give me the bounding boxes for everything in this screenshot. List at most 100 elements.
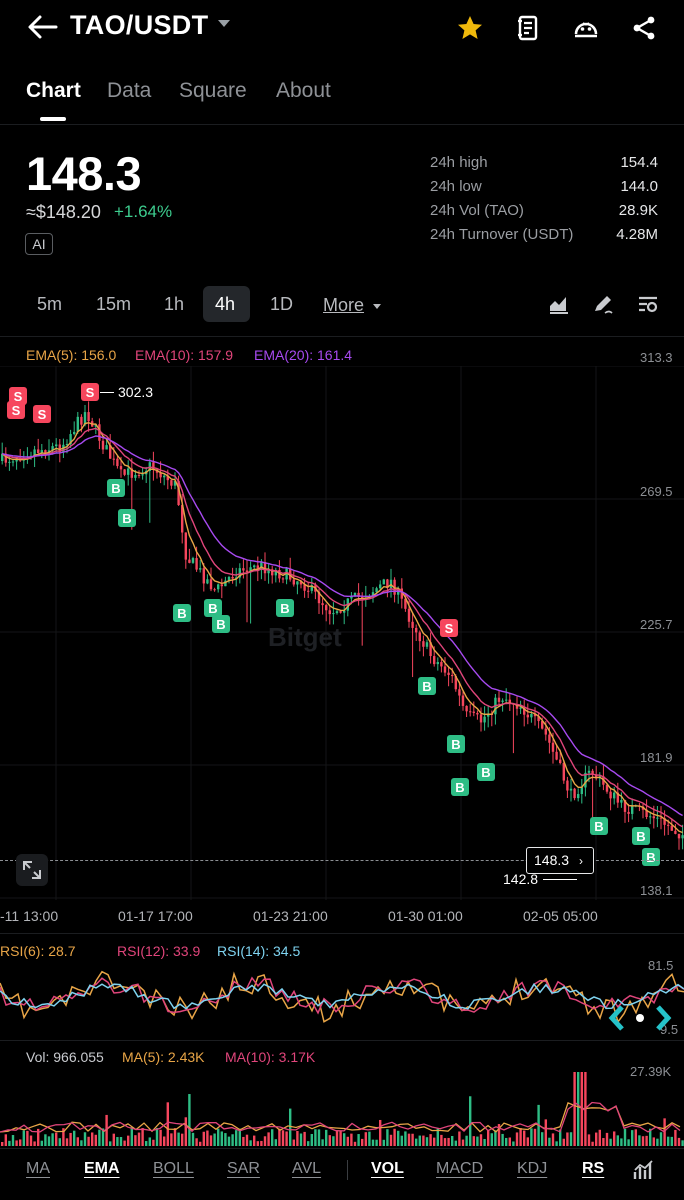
timeframe-1h[interactable]: 1h xyxy=(164,294,185,314)
chevron-down-icon[interactable] xyxy=(218,20,230,27)
candle-body xyxy=(231,576,234,579)
candle-body xyxy=(65,444,69,446)
volume-bar xyxy=(454,1140,457,1146)
candle-body xyxy=(94,424,97,427)
candle-body xyxy=(4,453,7,463)
tab-data[interactable]: Data xyxy=(107,79,152,102)
ai-badge[interactable]: AI xyxy=(25,233,53,255)
indicator-ma[interactable]: MA xyxy=(26,1160,50,1177)
timeframe-more[interactable]: More xyxy=(323,295,365,315)
candle-body xyxy=(508,699,511,704)
candle-body xyxy=(375,588,378,593)
indicator-macd[interactable]: MACD xyxy=(436,1160,484,1177)
volume-bar xyxy=(29,1135,33,1146)
candle-body xyxy=(73,431,76,435)
volume-bar xyxy=(541,1132,544,1146)
watermark-text: Bitget xyxy=(268,622,342,652)
volume-bar xyxy=(253,1135,256,1146)
timeframe-15m[interactable]: 15m xyxy=(96,294,132,314)
volume-bar xyxy=(616,1135,619,1146)
volume-bar xyxy=(641,1136,645,1146)
fullscreen-button[interactable] xyxy=(16,854,48,886)
indicator-sar[interactable]: SAR xyxy=(227,1160,260,1177)
volume-bar xyxy=(69,1132,72,1146)
candle-body xyxy=(307,590,310,592)
chevron-down-icon[interactable] xyxy=(373,304,381,309)
candle-body xyxy=(447,672,450,675)
indicator-rsi[interactable]: RS xyxy=(582,1160,605,1177)
timeframe-1d[interactable]: 1D xyxy=(270,294,294,314)
volume-bar xyxy=(101,1128,105,1146)
candle-body xyxy=(548,734,551,743)
volume-bar xyxy=(451,1135,454,1146)
candle-body xyxy=(253,565,256,568)
volume-bar xyxy=(199,1141,202,1146)
volume-bar xyxy=(350,1133,353,1146)
tab-about[interactable]: About xyxy=(276,79,331,102)
candle-body xyxy=(328,610,331,615)
buy-marker: B xyxy=(632,827,650,845)
sell-marker: S xyxy=(7,401,25,419)
svg-text:B: B xyxy=(422,679,431,694)
indicator-vol[interactable]: VOL xyxy=(371,1160,404,1177)
star-icon[interactable] xyxy=(456,14,484,42)
current-price-tag[interactable]: 148.3 › xyxy=(526,847,594,874)
settings-icon[interactable] xyxy=(636,292,660,316)
tab-chart[interactable]: Chart xyxy=(26,79,81,102)
candle-body xyxy=(465,705,468,712)
back-arrow-icon[interactable] xyxy=(26,12,60,42)
indicator-separator xyxy=(347,1160,348,1180)
volume-chart[interactable] xyxy=(0,1066,684,1146)
sell-marker: S xyxy=(33,405,51,423)
volume-bar xyxy=(76,1137,79,1146)
smile-icon[interactable] xyxy=(572,14,600,42)
volume-bar xyxy=(130,1127,133,1146)
volume-bar xyxy=(663,1118,666,1146)
candle-body xyxy=(263,561,267,574)
chart-type-icon[interactable] xyxy=(547,292,571,316)
volume-bar xyxy=(325,1129,328,1146)
candle-body xyxy=(278,570,281,579)
volume-bar xyxy=(523,1130,526,1146)
indicator-kdj[interactable]: KDJ xyxy=(517,1160,548,1177)
volume-bar xyxy=(116,1137,119,1146)
price-axis-tick: 313.3 xyxy=(640,350,673,365)
pair-title[interactable]: TAO/USDT xyxy=(70,10,209,40)
candle-body xyxy=(152,462,155,470)
volume-ma-line xyxy=(0,1101,681,1133)
indicator-avl[interactable]: AVL xyxy=(292,1160,322,1177)
volume-bar xyxy=(559,1129,562,1146)
candle-body xyxy=(1,453,4,461)
volume-bar xyxy=(202,1131,205,1146)
volume-bar xyxy=(267,1132,270,1146)
volume-bar xyxy=(58,1138,61,1146)
indicator-boll[interactable]: BOLL xyxy=(153,1160,194,1177)
timeframe-5m[interactable]: 5m xyxy=(37,294,63,314)
buy-marker: B xyxy=(477,763,495,781)
volume-bar xyxy=(458,1131,461,1146)
timeframe-4h[interactable]: 4h xyxy=(215,294,236,314)
candle-body xyxy=(551,742,555,752)
volume-bar xyxy=(321,1139,324,1146)
candle-body xyxy=(623,800,627,812)
candle-body xyxy=(663,818,666,825)
share-icon[interactable] xyxy=(630,14,658,42)
volume-bar xyxy=(364,1132,367,1146)
rsi-chart[interactable] xyxy=(0,962,684,1038)
volume-bar xyxy=(328,1135,331,1146)
candle-body xyxy=(674,830,677,834)
draw-icon[interactable] xyxy=(591,292,615,316)
candle-body xyxy=(213,589,216,591)
indicator-settings-icon[interactable] xyxy=(632,1158,656,1182)
tab-square[interactable]: Square xyxy=(179,79,247,102)
volume-bar xyxy=(155,1128,159,1146)
candle-body xyxy=(382,579,385,585)
volume-bar xyxy=(317,1129,321,1146)
ema-line xyxy=(2,435,683,817)
volume-bar xyxy=(170,1133,173,1146)
book-icon[interactable] xyxy=(514,14,542,42)
candle-body xyxy=(616,792,619,803)
indicator-ema[interactable]: EMA xyxy=(84,1160,120,1177)
candle-body xyxy=(51,446,54,451)
